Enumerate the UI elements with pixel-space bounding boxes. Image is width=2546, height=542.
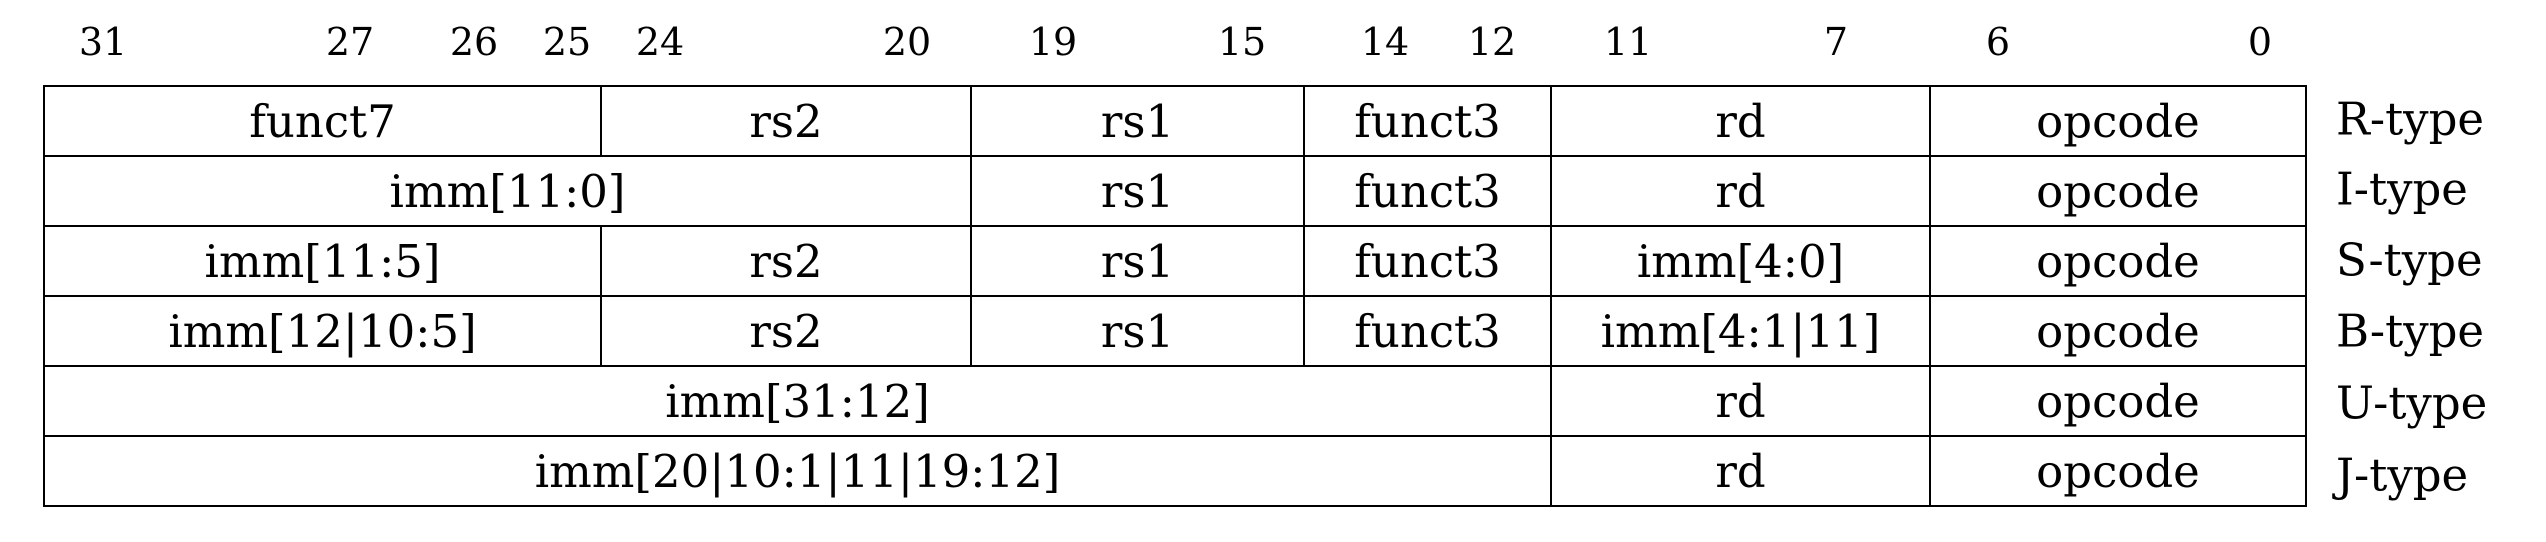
field-rs1: rs1 [970,155,1305,227]
type-label-r: R-type [2336,92,2485,146]
format-row-b-type: imm[12|10:5] rs2 rs1 funct3 imm[4:1|11] … [43,295,2307,367]
field-rs1: rs1 [970,225,1305,297]
type-label-s: S-type [2336,233,2483,287]
bit-label-24: 24 [635,20,685,64]
field-funct3: funct3 [1303,85,1552,157]
instruction-format-table: funct7 rs2 rs1 funct3 rd opcode imm[11:0… [43,85,2307,507]
field-funct3: funct3 [1303,295,1552,367]
bit-label-0: 0 [2247,20,2273,64]
type-label-i: I-type [2336,162,2468,216]
bit-label-12: 12 [1467,20,1517,64]
field-opcode: opcode [1929,295,2307,367]
bit-label-20: 20 [882,20,932,64]
bit-label-7: 7 [1823,20,1849,64]
type-label-b: B-type [2336,304,2485,358]
field-rd: rd [1550,85,1931,157]
bit-label-11: 11 [1603,20,1653,64]
format-row-s-type: imm[11:5] rs2 rs1 funct3 imm[4:0] opcode [43,225,2307,297]
field-rd: rd [1550,155,1931,227]
field-imm-high: imm[12|10:5] [43,295,602,367]
field-rs2: rs2 [600,295,972,367]
field-funct7: funct7 [43,85,602,157]
field-rs1: rs1 [970,295,1305,367]
field-opcode: opcode [1929,225,2307,297]
field-imm-low: imm[4:1|11] [1550,295,1931,367]
field-funct3: funct3 [1303,155,1552,227]
format-row-i-type: imm[11:0] rs1 funct3 rd opcode [43,155,2307,227]
field-imm-high: imm[11:5] [43,225,602,297]
bit-label-31: 31 [78,20,128,64]
format-row-u-type: imm[31:12] rd opcode [43,365,2307,437]
bit-label-19: 19 [1028,20,1078,64]
type-label-j: J-type [2336,448,2469,502]
field-opcode: opcode [1929,435,2307,507]
field-opcode: opcode [1929,85,2307,157]
field-rd: rd [1550,435,1931,507]
field-rs2: rs2 [600,85,972,157]
bit-label-26: 26 [449,20,499,64]
bit-label-15: 15 [1217,20,1267,64]
bit-label-27: 27 [325,20,375,64]
format-row-j-type: imm[20|10:1|11|19:12] rd opcode [43,435,2307,507]
field-imm: imm[20|10:1|11|19:12] [43,435,1552,507]
field-rs1: rs1 [970,85,1305,157]
field-imm: imm[31:12] [43,365,1552,437]
field-imm: imm[11:0] [43,155,972,227]
bit-label-6: 6 [1985,20,2011,64]
bit-label-25: 25 [542,20,592,64]
field-rs2: rs2 [600,225,972,297]
field-imm-low: imm[4:0] [1550,225,1931,297]
bit-label-14: 14 [1360,20,1410,64]
type-label-u: U-type [2336,376,2488,430]
field-funct3: funct3 [1303,225,1552,297]
field-opcode: opcode [1929,155,2307,227]
field-rd: rd [1550,365,1931,437]
format-row-r-type: funct7 rs2 rs1 funct3 rd opcode [43,85,2307,157]
field-opcode: opcode [1929,365,2307,437]
